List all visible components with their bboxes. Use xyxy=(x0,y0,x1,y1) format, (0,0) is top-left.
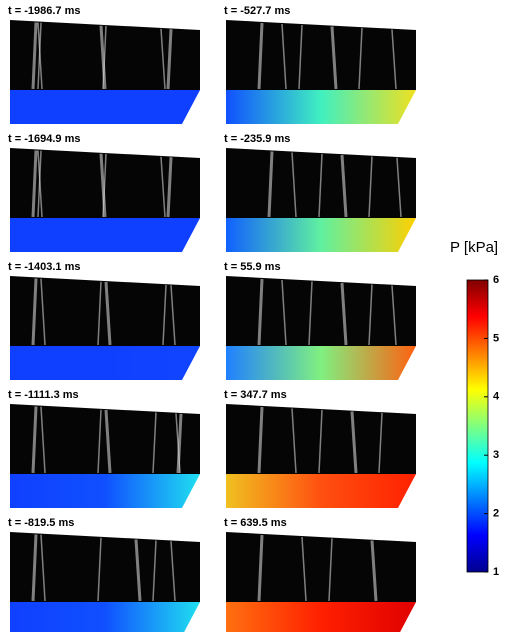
panel-floor xyxy=(226,474,416,508)
panel xyxy=(10,404,200,508)
panel-label: t = -1403.1 ms xyxy=(8,261,80,273)
tick-label: 5 xyxy=(493,332,499,344)
panel xyxy=(226,20,416,124)
panel-floor xyxy=(226,346,416,380)
tick-label: 1 xyxy=(493,566,499,578)
panel-label: t = -235.9 ms xyxy=(224,133,290,145)
panel xyxy=(10,532,200,632)
panel-image xyxy=(226,532,416,602)
panel-floor xyxy=(10,90,200,124)
panel-label: t = 347.7 ms xyxy=(224,389,287,401)
colorbar xyxy=(467,280,488,572)
panel-floor xyxy=(226,90,416,124)
tick-label: 3 xyxy=(493,449,499,461)
panel-label: t = -1986.7 ms xyxy=(8,5,80,17)
panel-floor xyxy=(10,218,200,252)
panel-floor xyxy=(10,474,200,508)
panel-label: t = -1694.9 ms xyxy=(8,133,80,145)
tick-label: 4 xyxy=(493,391,500,403)
panel-image xyxy=(226,276,416,346)
panel-image xyxy=(226,20,416,90)
colorbar-label: P [kPa] xyxy=(450,239,498,256)
panel xyxy=(226,404,416,508)
panel xyxy=(10,276,200,380)
panel-floor xyxy=(10,602,200,632)
panel xyxy=(226,532,416,632)
panel-label: t = -819.5 ms xyxy=(8,517,74,529)
panel-floor xyxy=(226,218,416,252)
panel-floor xyxy=(226,602,416,632)
panel xyxy=(10,20,200,124)
panel xyxy=(10,148,200,252)
tick-label: 6 xyxy=(493,274,499,286)
panel-label: t = 55.9 ms xyxy=(224,261,281,273)
panel xyxy=(226,148,416,252)
panel-floor xyxy=(10,346,200,380)
panel-label: t = -527.7 ms xyxy=(224,5,290,17)
tick-label: 2 xyxy=(493,508,499,520)
panel-label: t = -1111.3 ms xyxy=(8,389,79,401)
panel xyxy=(226,276,416,380)
figure: P [kPa] t = -1986.7 ms t = -1694.9 ms t = … xyxy=(0,0,516,632)
panel-label: t = 639.5 ms xyxy=(224,517,287,529)
